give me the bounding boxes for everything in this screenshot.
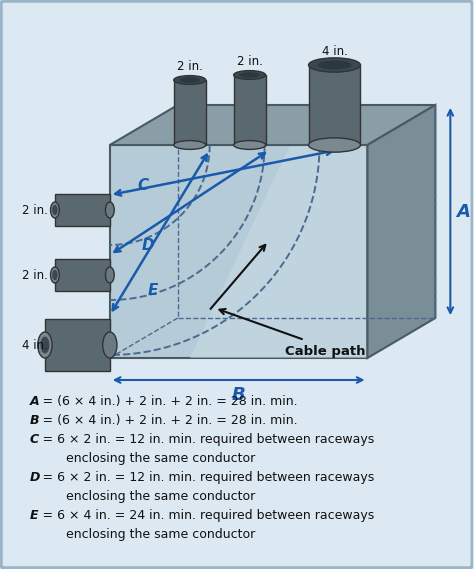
Ellipse shape	[318, 60, 351, 69]
Text: A: A	[456, 203, 470, 221]
Ellipse shape	[179, 77, 200, 83]
Polygon shape	[190, 145, 367, 358]
Text: = (6 × 4 in.) + 2 in. + 2 in. = 28 in. min.: = (6 × 4 in.) + 2 in. + 2 in. = 28 in. m…	[40, 395, 298, 408]
Text: B: B	[30, 414, 39, 427]
Ellipse shape	[52, 205, 58, 215]
Text: = 6 × 2 in. = 12 in. min. required between raceways: = 6 × 2 in. = 12 in. min. required betwe…	[40, 433, 374, 446]
Ellipse shape	[38, 332, 52, 358]
Text: 2 in.: 2 in.	[177, 60, 203, 73]
Ellipse shape	[52, 270, 58, 280]
Polygon shape	[55, 194, 110, 226]
Text: 2 in.: 2 in.	[22, 204, 48, 216]
Ellipse shape	[239, 72, 260, 78]
Ellipse shape	[105, 202, 114, 218]
Text: Cable path: Cable path	[284, 345, 365, 358]
Ellipse shape	[51, 202, 59, 218]
Text: 2 in.: 2 in.	[237, 55, 263, 68]
Text: = 6 × 4 in. = 24 in. min. required between raceways: = 6 × 4 in. = 24 in. min. required betwe…	[40, 509, 374, 522]
Text: D: D	[30, 471, 40, 484]
Ellipse shape	[105, 267, 114, 283]
Ellipse shape	[234, 141, 265, 150]
Polygon shape	[55, 259, 110, 291]
Text: 4 in.: 4 in.	[22, 339, 48, 352]
Polygon shape	[367, 105, 435, 358]
Text: C: C	[138, 178, 149, 193]
Ellipse shape	[234, 71, 265, 80]
Ellipse shape	[174, 141, 206, 150]
Text: 4 in.: 4 in.	[321, 45, 347, 58]
Text: C: C	[30, 433, 39, 446]
Text: enclosing the same conductor: enclosing the same conductor	[30, 490, 255, 503]
Text: enclosing the same conductor: enclosing the same conductor	[30, 528, 255, 541]
Polygon shape	[309, 65, 360, 145]
Ellipse shape	[40, 336, 49, 353]
Text: A: A	[30, 395, 40, 408]
Ellipse shape	[309, 58, 360, 72]
Text: D: D	[142, 238, 155, 253]
Text: B: B	[232, 386, 246, 404]
Ellipse shape	[309, 138, 360, 152]
Text: = (6 × 4 in.) + 2 in. + 2 in. = 28 in. min.: = (6 × 4 in.) + 2 in. + 2 in. = 28 in. m…	[40, 414, 298, 427]
Polygon shape	[174, 80, 206, 145]
Ellipse shape	[51, 267, 59, 283]
Polygon shape	[234, 75, 265, 145]
Polygon shape	[110, 145, 367, 358]
Text: 2 in.: 2 in.	[22, 269, 48, 282]
Ellipse shape	[103, 332, 117, 358]
Text: E: E	[148, 283, 158, 298]
Text: E: E	[30, 509, 38, 522]
Polygon shape	[110, 105, 435, 145]
Text: = 6 × 2 in. = 12 in. min. required between raceways: = 6 × 2 in. = 12 in. min. required betwe…	[40, 471, 374, 484]
Ellipse shape	[174, 76, 206, 84]
Text: enclosing the same conductor: enclosing the same conductor	[30, 452, 255, 465]
Polygon shape	[45, 319, 110, 371]
